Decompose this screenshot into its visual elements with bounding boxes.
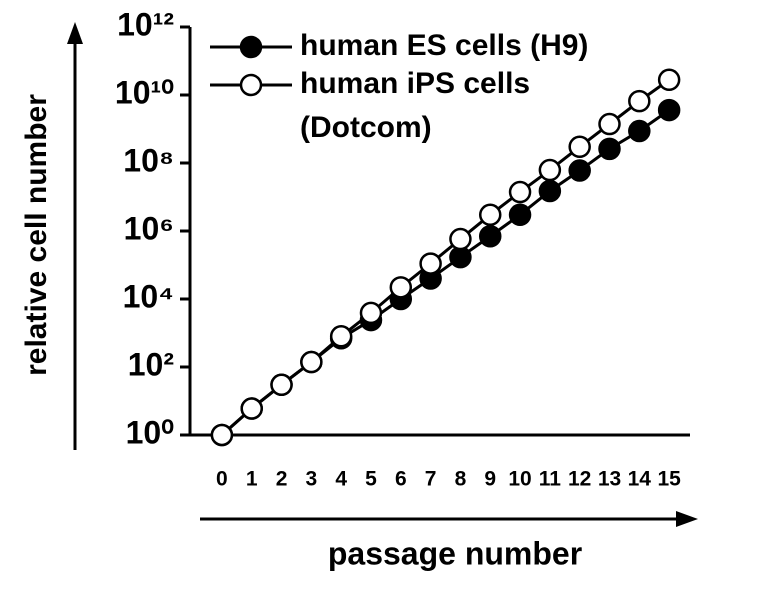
data-point (240, 397, 263, 420)
x-tick-label: 8 (455, 468, 467, 491)
data-point (359, 301, 383, 325)
x-tick-label: 1 (246, 468, 258, 491)
data-point (210, 423, 234, 447)
data-point (657, 68, 681, 92)
data-point (508, 203, 532, 227)
y-tick-label: 10⁰ (126, 414, 175, 450)
y-arrow-head (67, 22, 83, 44)
y-tick-label: 10¹² (117, 6, 174, 42)
x-tick-label: 11 (539, 468, 562, 491)
data-point (538, 179, 562, 203)
data-point (657, 98, 681, 122)
x-tick-label: 13 (598, 468, 621, 491)
data-point (598, 137, 621, 161)
x-tick-label: 3 (306, 468, 318, 491)
x-tick-label: 15 (657, 468, 681, 491)
x-tick-label: 6 (395, 468, 407, 491)
x-arrow-head (676, 511, 698, 527)
data-point (598, 112, 621, 136)
data-point (538, 158, 562, 182)
y-tick-label: 10⁴ (123, 278, 174, 314)
legend-label: human iPS cells (Dotcom) (300, 67, 530, 144)
x-tick-label: 5 (365, 468, 377, 491)
y-tick-label: 10² (128, 346, 174, 382)
x-tick-label: 14 (628, 468, 652, 491)
data-point (568, 135, 591, 159)
data-point (449, 227, 472, 251)
y-tick-label: 10⁶ (124, 210, 174, 246)
x-tick-label: 2 (276, 468, 288, 491)
data-point (419, 252, 442, 275)
x-tick-label: 10 (508, 468, 531, 491)
legend-marker (239, 35, 263, 59)
data-point (508, 180, 532, 204)
series-line (220, 78, 671, 437)
data-point (568, 159, 591, 182)
data-point (329, 325, 353, 348)
data-point (478, 225, 502, 248)
data-point (478, 203, 502, 227)
x-tick-label: 0 (216, 468, 228, 491)
x-tick-label: 12 (568, 468, 591, 491)
legend-label: human ES cells (H9) (300, 29, 588, 62)
x-tick-label: 7 (425, 468, 437, 491)
data-point (628, 119, 651, 143)
y-tick-label: 10⁸ (123, 142, 174, 178)
x-axis-label: passage number (328, 535, 582, 571)
x-tick-label: 4 (335, 468, 347, 491)
data-point (389, 276, 413, 299)
data-point (300, 350, 323, 374)
y-tick-label: 10¹⁰ (115, 74, 174, 110)
data-point (270, 373, 293, 397)
y-axis-label: relative cell number (20, 94, 53, 376)
legend-marker (239, 73, 263, 97)
data-point (628, 89, 651, 113)
x-tick-label: 9 (484, 468, 496, 491)
